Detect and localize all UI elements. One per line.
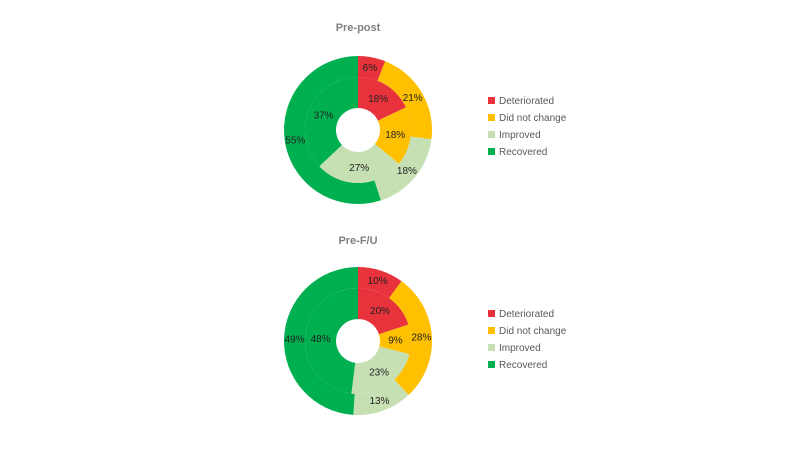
outer-slice-recovered xyxy=(284,56,381,204)
legend-label: Did not change xyxy=(499,326,567,337)
inner-data-label: 20% xyxy=(370,306,390,317)
chart-title: Pre-F/U xyxy=(338,235,377,247)
legend-label: Deteriorated xyxy=(499,309,554,320)
outer-data-label: 49% xyxy=(285,335,305,346)
legend-swatch xyxy=(488,327,495,334)
inner-data-label: 18% xyxy=(385,130,405,141)
inner-data-label: 48% xyxy=(311,334,331,345)
inner-slice-recovered xyxy=(305,77,358,167)
legend-label: Deteriorated xyxy=(499,96,554,107)
outer-data-label: 6% xyxy=(363,63,378,74)
outer-slice-improved xyxy=(353,379,409,415)
chart-data-labels: 10% 28% 13% 49% 20% 9% 23% 48% xyxy=(285,276,432,407)
inner-data-label: 23% xyxy=(369,368,389,379)
legend-label: Improved xyxy=(499,343,541,354)
outer-slice-deteriorated xyxy=(358,267,402,299)
inner-slice-improved xyxy=(351,346,410,394)
chart-title: Pre-post xyxy=(336,22,381,34)
inner-slice-deteriorated xyxy=(358,288,409,335)
legend-swatch xyxy=(488,344,495,351)
legend-label: Recovered xyxy=(499,147,547,158)
outer-data-label: 21% xyxy=(403,93,423,104)
outer-slice-recovered xyxy=(284,267,358,415)
inner-slice-did-not-change xyxy=(378,324,411,355)
chart-pre-post: Pre-post 6% 21% 18% 55% 18% 18% 27% 37% Deterio… xyxy=(284,22,567,204)
outer-data-label: 18% xyxy=(397,166,417,177)
legend-swatch xyxy=(488,310,495,317)
outer-slice-did-not-change xyxy=(377,61,432,140)
legend-label: Recovered xyxy=(499,360,547,371)
inner-data-label: 37% xyxy=(314,111,334,122)
chart-pre-fu: Pre-F/U 10% 28% 13% 49% 20% 9% 23% 48% Deterior… xyxy=(284,235,567,415)
outer-data-label: 28% xyxy=(411,333,431,344)
inner-slice-deteriorated xyxy=(358,77,406,121)
inner-data-label: 9% xyxy=(388,335,403,346)
legend-swatch xyxy=(488,131,495,138)
inner-slice-improved xyxy=(319,144,399,183)
chart-slices xyxy=(284,267,432,415)
outer-data-label: 55% xyxy=(285,135,305,146)
outer-slice-improved xyxy=(374,136,432,201)
legend-swatch xyxy=(488,97,495,104)
outer-data-label: 10% xyxy=(368,276,388,287)
legend-label: Improved xyxy=(499,130,541,141)
legend-swatch xyxy=(488,361,495,368)
legend-label: Did not change xyxy=(499,113,567,124)
inner-data-label: 27% xyxy=(349,163,369,174)
legend-swatch xyxy=(488,114,495,121)
legend-swatch xyxy=(488,148,495,155)
inner-data-label: 18% xyxy=(368,94,388,105)
chart-legend: Deteriorated Did not change Improved Recove… xyxy=(488,309,567,371)
chart-slices xyxy=(284,56,432,204)
inner-slice-did-not-change xyxy=(374,107,411,164)
outer-data-label: 13% xyxy=(370,396,390,407)
outer-slice-did-not-change xyxy=(389,281,432,395)
outer-slice-deteriorated xyxy=(358,56,386,81)
inner-slice-recovered xyxy=(304,288,358,394)
chart-data-labels: 6% 21% 18% 55% 18% 18% 27% 37% xyxy=(285,63,422,177)
chart-legend: Deteriorated Did not change Improved Recove… xyxy=(488,96,567,158)
